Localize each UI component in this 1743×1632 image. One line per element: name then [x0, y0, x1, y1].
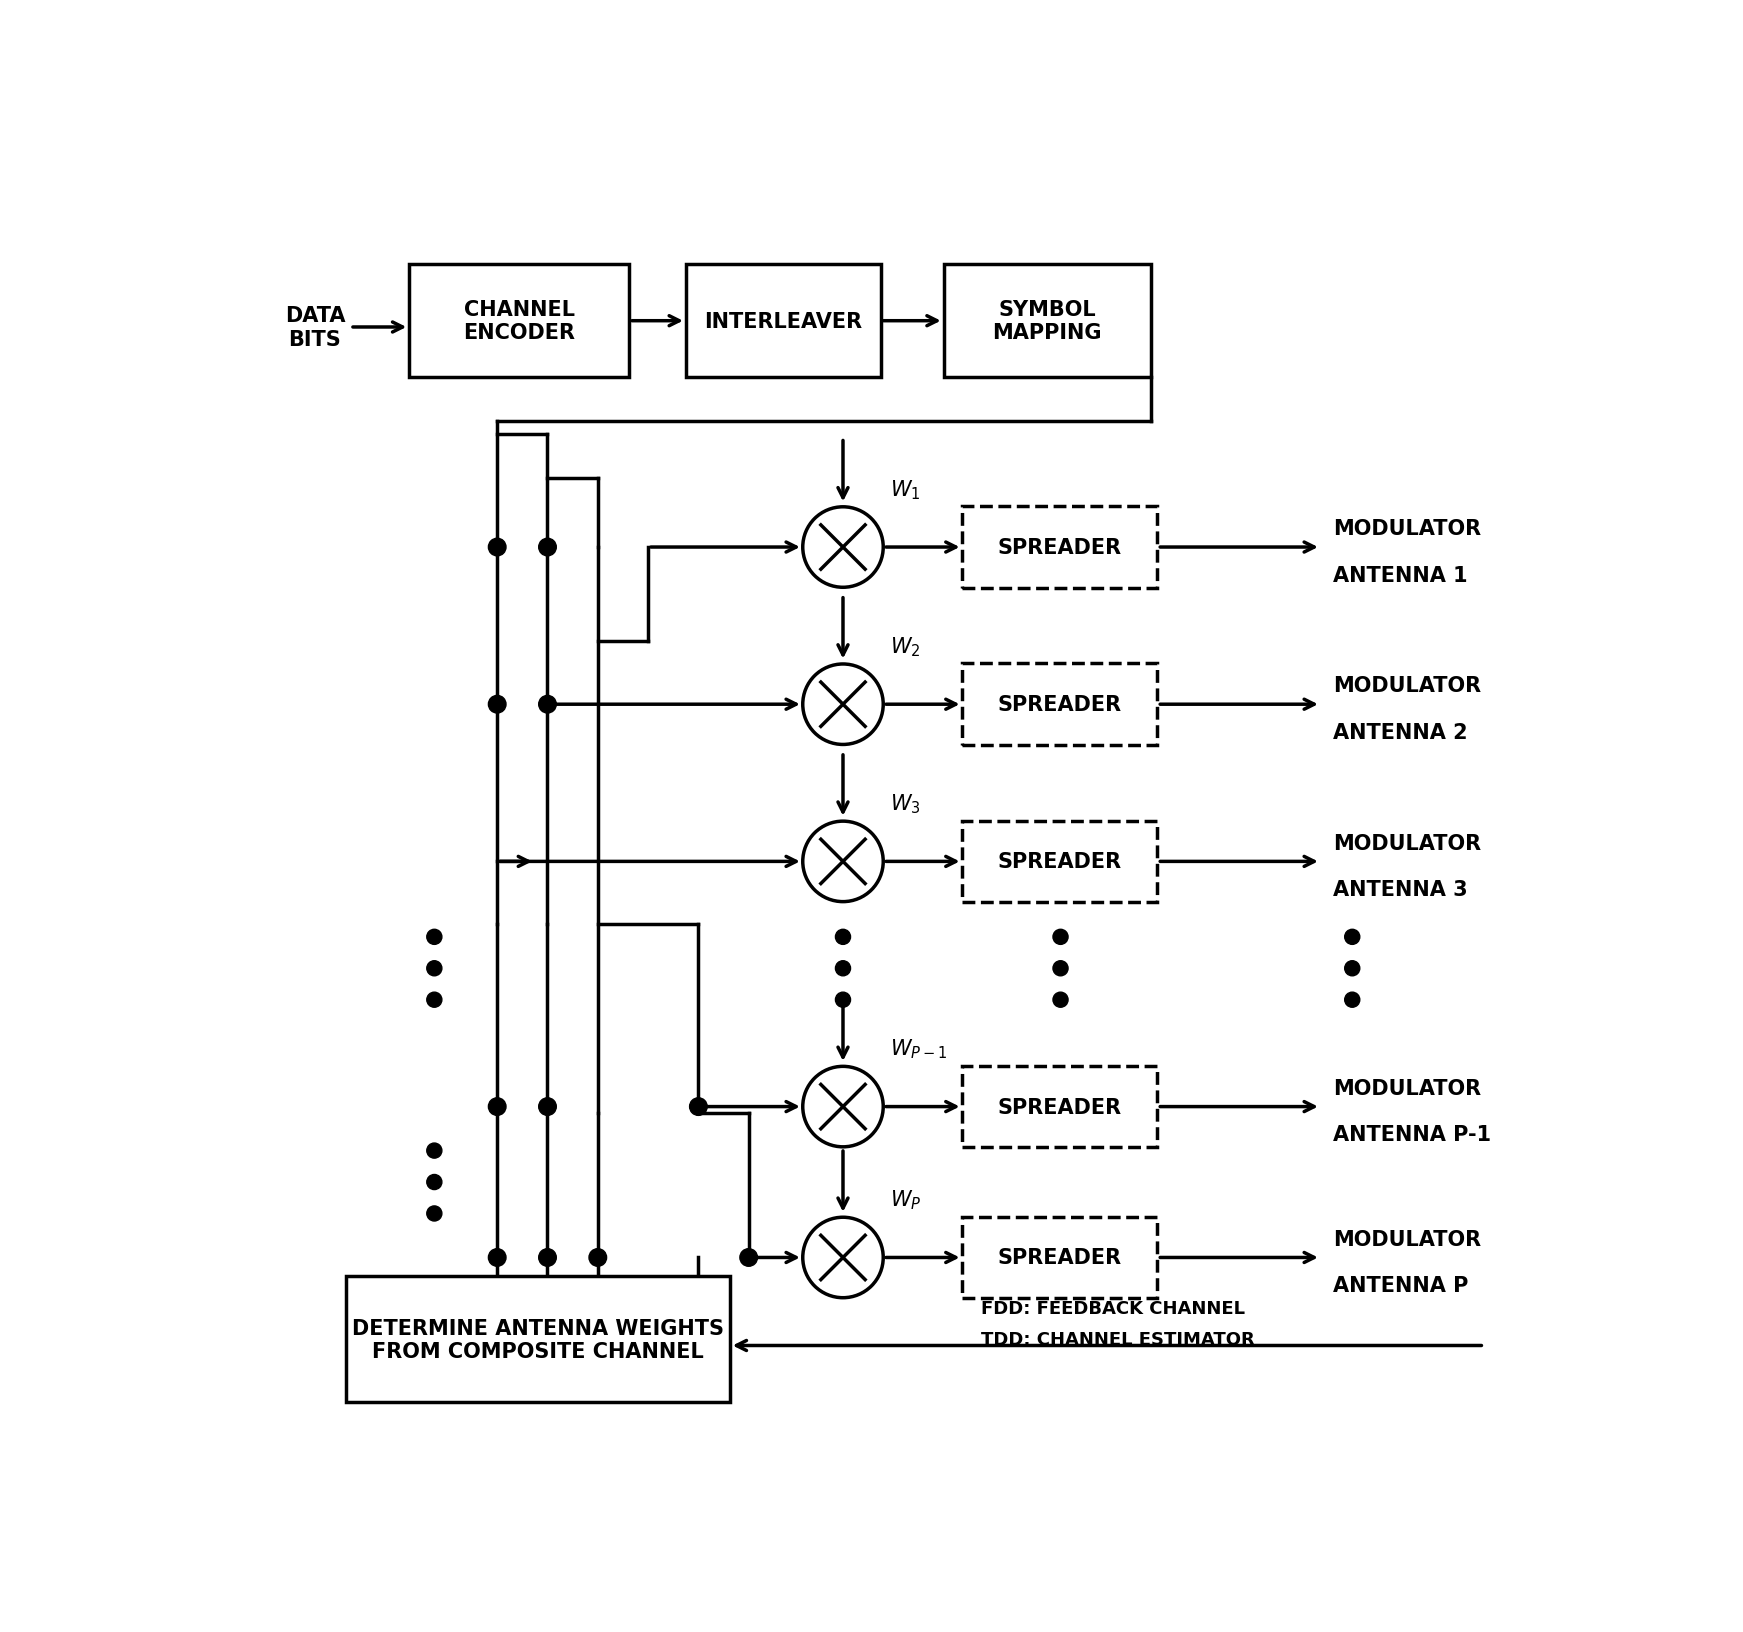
Text: SPREADER: SPREADER [997, 1248, 1122, 1268]
Text: $W_P$: $W_P$ [889, 1188, 920, 1211]
Text: MODULATOR: MODULATOR [1333, 519, 1482, 539]
Circle shape [1053, 961, 1068, 976]
Circle shape [690, 1098, 708, 1116]
Text: ANTENNA 2: ANTENNA 2 [1333, 723, 1468, 743]
Bar [962, 821, 1157, 902]
Text: SPREADER: SPREADER [997, 852, 1122, 871]
Circle shape [488, 695, 505, 713]
Text: INTERLEAVER: INTERLEAVER [704, 312, 863, 331]
Circle shape [427, 992, 443, 1007]
Bar [962, 1217, 1157, 1299]
Bar [962, 664, 1157, 746]
Text: $W_3$: $W_3$ [889, 792, 920, 816]
Circle shape [804, 1217, 884, 1297]
Text: SPREADER: SPREADER [997, 1097, 1122, 1116]
Circle shape [1344, 930, 1360, 945]
Bar [962, 1066, 1157, 1147]
Circle shape [804, 508, 884, 588]
Circle shape [1344, 992, 1360, 1007]
Circle shape [804, 1067, 884, 1147]
Circle shape [589, 1248, 607, 1266]
Circle shape [804, 821, 884, 902]
Text: CHANNEL
ENCODER: CHANNEL ENCODER [464, 300, 575, 343]
Text: SYMBOL
MAPPING: SYMBOL MAPPING [992, 300, 1102, 343]
Text: $W_1$: $W_1$ [889, 478, 920, 501]
Text: ANTENNA 1: ANTENNA 1 [1333, 565, 1468, 586]
Circle shape [539, 1248, 556, 1266]
Text: ANTENNA 3: ANTENNA 3 [1333, 880, 1468, 899]
Text: SPREADER: SPREADER [997, 695, 1122, 715]
Text: ANTENNA P-1: ANTENNA P-1 [1333, 1124, 1492, 1144]
Circle shape [804, 664, 884, 744]
Bar [685, 264, 880, 379]
Text: MODULATOR: MODULATOR [1333, 676, 1482, 695]
Text: SPREADER: SPREADER [997, 537, 1122, 558]
Text: DETERMINE ANTENNA WEIGHTS
FROM COMPOSITE CHANNEL: DETERMINE ANTENNA WEIGHTS FROM COMPOSITE… [352, 1317, 723, 1361]
Text: DATA
BITS: DATA BITS [284, 307, 345, 349]
Text: $W_2$: $W_2$ [889, 635, 920, 658]
Circle shape [539, 539, 556, 557]
Circle shape [427, 1175, 443, 1190]
Text: TDD: CHANNEL ESTIMATOR: TDD: CHANNEL ESTIMATOR [981, 1330, 1255, 1348]
Circle shape [539, 1098, 556, 1116]
Circle shape [427, 961, 443, 976]
Text: FDD: FEEDBACK CHANNEL: FDD: FEEDBACK CHANNEL [981, 1299, 1245, 1317]
Bar [962, 508, 1157, 589]
Bar [410, 264, 629, 379]
Circle shape [427, 1144, 443, 1159]
Text: MODULATOR: MODULATOR [1333, 832, 1482, 854]
Circle shape [739, 1248, 758, 1266]
Circle shape [488, 1248, 505, 1266]
Circle shape [1344, 961, 1360, 976]
Text: MODULATOR: MODULATOR [1333, 1079, 1482, 1098]
Text: MODULATOR: MODULATOR [1333, 1229, 1482, 1248]
Circle shape [488, 539, 505, 557]
Circle shape [835, 930, 851, 945]
Circle shape [427, 1206, 443, 1221]
Circle shape [539, 695, 556, 713]
Circle shape [1053, 992, 1068, 1007]
Circle shape [835, 992, 851, 1007]
Bar [347, 1276, 730, 1402]
Bar [943, 264, 1150, 379]
Text: $W_{P-1}$: $W_{P-1}$ [889, 1036, 946, 1061]
Circle shape [1053, 930, 1068, 945]
Circle shape [835, 961, 851, 976]
Circle shape [427, 930, 443, 945]
Text: ANTENNA P: ANTENNA P [1333, 1275, 1469, 1296]
Circle shape [488, 1098, 505, 1116]
